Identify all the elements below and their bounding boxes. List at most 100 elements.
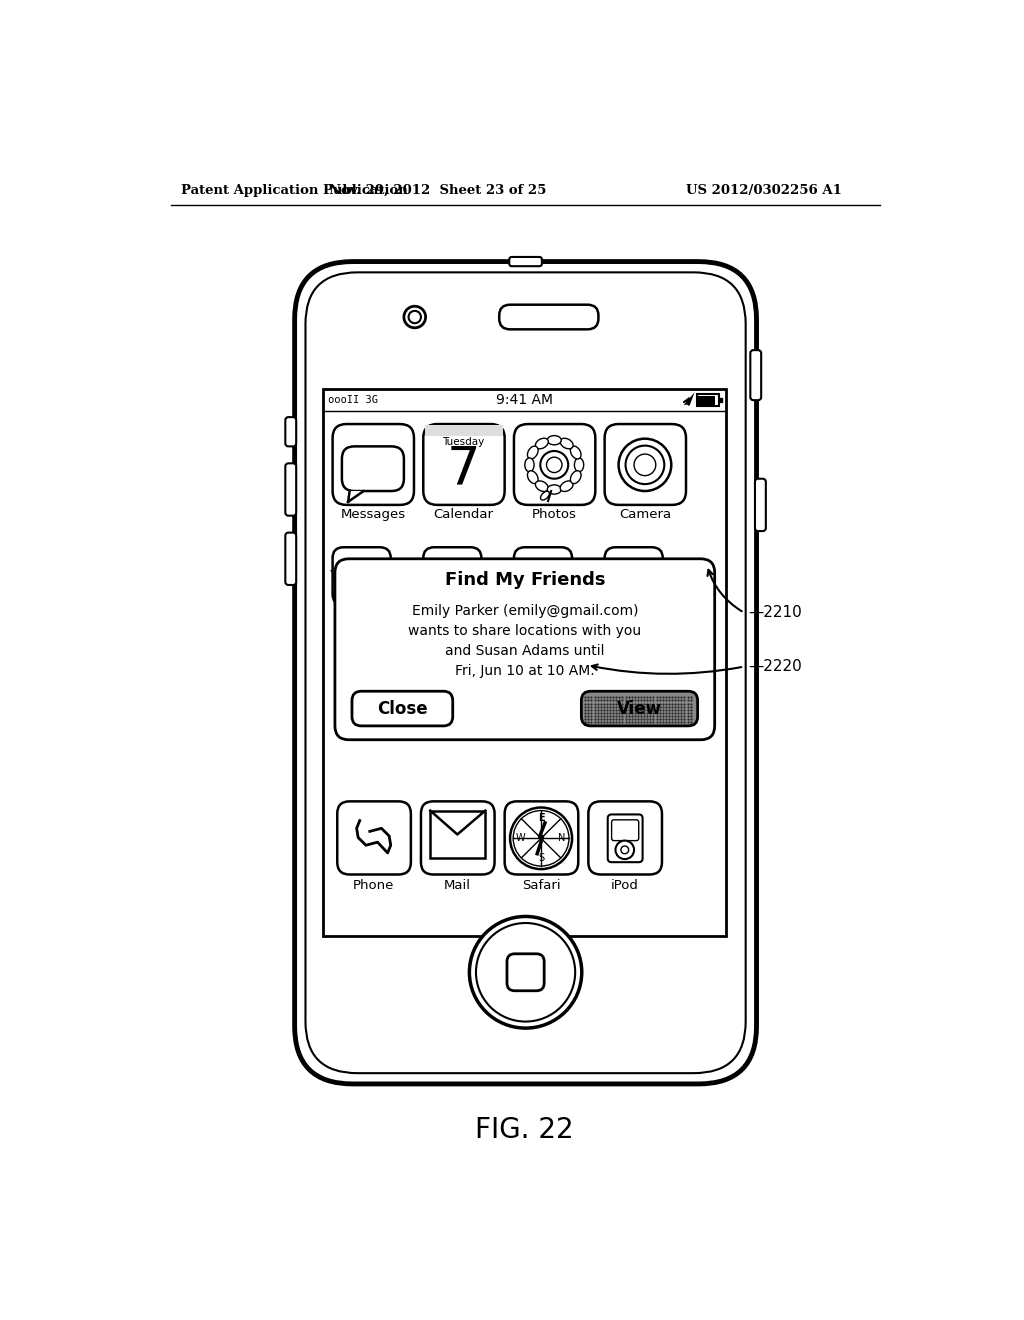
FancyBboxPatch shape [514,548,572,605]
Bar [425,425,503,436]
Text: S: S [538,853,544,863]
Polygon shape [348,491,364,502]
FancyBboxPatch shape [295,261,757,1084]
Circle shape [615,841,634,859]
Text: Find My Friends: Find My Friends [444,572,605,589]
FancyBboxPatch shape [423,548,481,605]
Circle shape [510,808,572,869]
Text: Camera: Camera [618,508,671,521]
Text: on: on [701,569,717,582]
Ellipse shape [547,436,561,445]
FancyBboxPatch shape [337,801,411,875]
Ellipse shape [560,438,573,449]
Bar [719,397,722,403]
Bar [324,389,726,936]
FancyBboxPatch shape [611,820,639,841]
Text: Emily Parker (emily@gmail.com): Emily Parker (emily@gmail.com) [412,605,638,618]
Text: US 2012/0302256 A1: US 2012/0302256 A1 [686,185,842,197]
Ellipse shape [398,672,411,686]
Text: Phone: Phone [353,879,394,892]
Text: View: View [617,700,662,718]
Circle shape [547,457,562,473]
Ellipse shape [570,471,581,483]
FancyBboxPatch shape [589,801,662,875]
FancyBboxPatch shape [423,424,505,506]
Text: E: E [538,813,545,824]
FancyBboxPatch shape [346,624,420,697]
Text: wants to share locations with you: wants to share locations with you [409,624,641,638]
Text: W: W [516,833,525,843]
Bar [430,810,485,858]
Circle shape [634,454,655,475]
Text: Patent Application Publication: Patent Application Publication [180,185,408,197]
Ellipse shape [570,446,581,459]
Text: Messages: Messages [340,508,406,521]
FancyBboxPatch shape [751,350,761,400]
FancyBboxPatch shape [305,272,745,1073]
Ellipse shape [361,680,376,692]
FancyBboxPatch shape [421,801,495,875]
FancyBboxPatch shape [443,624,517,697]
Circle shape [513,810,569,866]
FancyBboxPatch shape [286,533,296,585]
Bar [697,395,719,407]
Text: Mail: Mail [443,879,471,892]
Circle shape [541,451,568,479]
FancyBboxPatch shape [286,417,296,446]
Ellipse shape [469,916,582,1028]
Ellipse shape [527,446,538,459]
Ellipse shape [560,480,573,491]
FancyBboxPatch shape [286,463,296,516]
Text: Calendar: Calendar [433,508,494,521]
FancyBboxPatch shape [505,801,579,875]
Circle shape [618,438,672,491]
Circle shape [403,306,426,327]
Text: Settings: Settings [355,702,411,714]
Text: Y: Y [330,569,337,582]
FancyBboxPatch shape [333,424,414,506]
Text: 9:41 AM: 9:41 AM [497,393,553,407]
Ellipse shape [547,484,561,494]
Ellipse shape [476,923,575,1022]
FancyBboxPatch shape [755,479,766,531]
Ellipse shape [536,480,548,491]
Polygon shape [684,392,694,405]
Ellipse shape [527,471,538,483]
Ellipse shape [398,636,411,651]
Circle shape [372,649,394,673]
Ellipse shape [351,644,362,659]
Ellipse shape [536,438,548,449]
FancyBboxPatch shape [333,548,391,605]
Ellipse shape [380,682,395,694]
Text: N: N [557,833,565,843]
Circle shape [362,642,403,681]
Circle shape [409,312,421,323]
Text: Close: Close [377,700,428,718]
FancyBboxPatch shape [514,424,595,506]
FancyBboxPatch shape [604,548,663,605]
Text: and Susan Adams until: and Susan Adams until [445,644,604,659]
Text: —2210: —2210 [748,605,802,620]
FancyBboxPatch shape [509,257,542,267]
Circle shape [626,446,665,484]
Ellipse shape [574,458,584,471]
Text: oooII 3G: oooII 3G [328,395,378,405]
FancyBboxPatch shape [500,305,598,330]
Text: 7: 7 [446,444,480,495]
Text: FIG. 22: FIG. 22 [475,1117,574,1144]
Text: Safari: Safari [522,879,560,892]
Text: Tuesday: Tuesday [442,437,484,446]
Bar [698,396,716,405]
Ellipse shape [351,663,362,678]
Text: Nov. 29, 2012  Sheet 23 of 25: Nov. 29, 2012 Sheet 23 of 25 [330,185,547,197]
FancyBboxPatch shape [342,446,403,491]
Circle shape [621,846,629,854]
Text: iPod: iPod [611,879,639,892]
Ellipse shape [525,458,535,471]
FancyBboxPatch shape [507,954,544,991]
Text: Photos: Photos [531,508,577,521]
Text: Fri, Jun 10 at 10 AM.: Fri, Jun 10 at 10 AM. [455,664,595,678]
FancyBboxPatch shape [582,692,697,726]
Ellipse shape [380,628,395,639]
Ellipse shape [361,631,376,643]
